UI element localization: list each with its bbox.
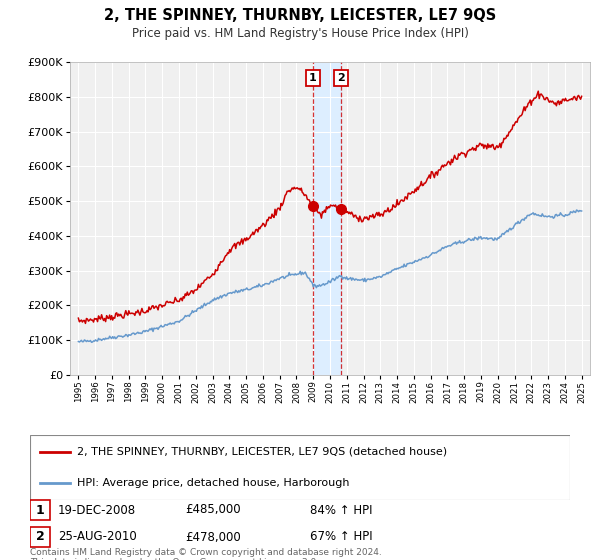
Text: 2: 2 [35, 530, 44, 544]
Text: £485,000: £485,000 [185, 503, 241, 516]
Text: Contains HM Land Registry data © Crown copyright and database right 2024.: Contains HM Land Registry data © Crown c… [30, 548, 382, 557]
Text: £478,000: £478,000 [185, 530, 241, 544]
Text: 67% ↑ HPI: 67% ↑ HPI [310, 530, 373, 544]
Text: 2: 2 [337, 73, 345, 83]
Text: 2, THE SPINNEY, THURNBY, LEICESTER, LE7 9QS: 2, THE SPINNEY, THURNBY, LEICESTER, LE7 … [104, 8, 496, 23]
Text: HPI: Average price, detached house, Harborough: HPI: Average price, detached house, Harb… [77, 478, 349, 488]
Bar [30, 500, 50, 520]
Text: 2, THE SPINNEY, THURNBY, LEICESTER, LE7 9QS (detached house): 2, THE SPINNEY, THURNBY, LEICESTER, LE7 … [77, 447, 447, 457]
Text: 19-DEC-2008: 19-DEC-2008 [58, 503, 136, 516]
Text: 25-AUG-2010: 25-AUG-2010 [58, 530, 137, 544]
Text: 84% ↑ HPI: 84% ↑ HPI [310, 503, 373, 516]
Text: This data is licensed under the Open Government Licence v3.0.: This data is licensed under the Open Gov… [30, 558, 319, 560]
Text: 1: 1 [308, 73, 316, 83]
Text: 1: 1 [35, 503, 44, 516]
Text: Price paid vs. HM Land Registry's House Price Index (HPI): Price paid vs. HM Land Registry's House … [131, 27, 469, 40]
Bar [313, 62, 341, 375]
Bar [30, 527, 50, 547]
